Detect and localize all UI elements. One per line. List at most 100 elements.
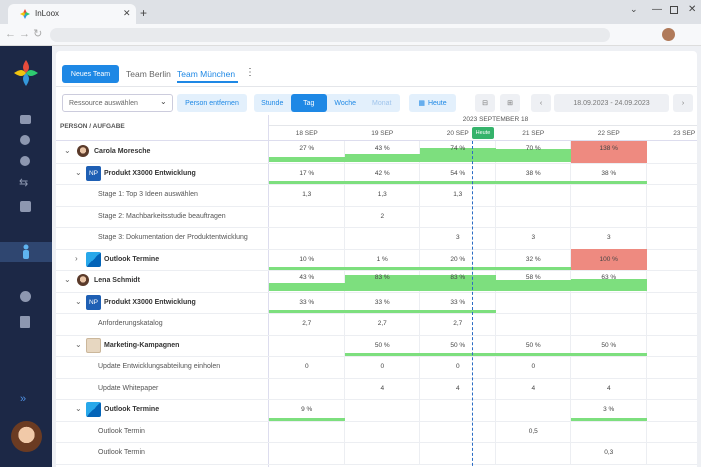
load-bar <box>571 181 647 184</box>
cell-value: 3 <box>531 234 536 241</box>
nav-time[interactable] <box>20 156 30 166</box>
date-range[interactable]: 18.09.2023 - 24.09.2023 <box>554 94 669 112</box>
expand-arrow[interactable]: ⌄ <box>64 275 71 284</box>
expand-button[interactable]: ⊞ <box>500 94 520 112</box>
cell-border <box>494 162 496 184</box>
next-week[interactable]: › <box>673 94 693 112</box>
expand-arrow[interactable]: ⌄ <box>75 167 82 177</box>
collapse-button[interactable]: ⊟ <box>475 94 495 112</box>
cell-border <box>570 420 571 442</box>
today-button[interactable]: ▦ Heute <box>409 94 456 112</box>
cell-border <box>343 313 345 335</box>
cell-border <box>645 162 647 184</box>
minimize[interactable]: — <box>652 4 662 15</box>
tab-underline <box>177 81 238 83</box>
collapsed-arrow[interactable]: › <box>75 253 78 263</box>
today-line <box>472 141 473 467</box>
cell-border <box>343 270 345 292</box>
load-bar <box>420 310 496 313</box>
new-team-button[interactable]: Neues Team <box>62 65 119 83</box>
cell-value: 3 <box>455 234 460 241</box>
prev-week[interactable]: ‹ <box>531 94 551 112</box>
cell-border <box>570 162 571 184</box>
outlook-icon <box>86 251 101 267</box>
expand-arrow[interactable]: ⌄ <box>75 404 82 413</box>
nav-documents[interactable] <box>20 316 30 328</box>
load-bar <box>344 353 420 356</box>
cell-border <box>570 184 571 206</box>
browser-tab[interactable] <box>8 4 136 24</box>
cell-border <box>343 377 345 399</box>
load-bar <box>344 275 420 292</box>
remove-person-button[interactable]: Person entfernen <box>177 94 247 112</box>
cell-value: 2,7 <box>377 320 387 327</box>
scale-option[interactable]: Stunde <box>261 99 284 107</box>
column-header: PERSON / AUFGABE <box>60 123 125 130</box>
user-avatar[interactable] <box>11 421 42 452</box>
cell-value: 1,3 <box>377 191 387 198</box>
cell-border <box>343 356 345 378</box>
cell-border <box>343 420 345 442</box>
maximize[interactable] <box>670 6 678 14</box>
expand-arrow[interactable]: ⌄ <box>75 339 82 349</box>
cell-border <box>343 184 345 206</box>
person-name: Carola Moresche <box>94 148 151 155</box>
cell-border <box>570 313 571 335</box>
expand-arrow[interactable]: ⌄ <box>75 296 82 306</box>
new-tab[interactable]: + <box>140 6 148 20</box>
cell-border <box>419 442 420 464</box>
cell-border <box>419 377 420 399</box>
nav-reports[interactable] <box>20 291 31 302</box>
cell-border <box>570 377 571 399</box>
overload-cell <box>571 141 647 163</box>
scale-option-active[interactable]: Tag <box>290 94 327 112</box>
row-line <box>56 291 697 293</box>
project-name: Outlook Termine <box>104 406 160 413</box>
close[interactable]: ✕ <box>688 4 697 15</box>
project-name: Marketing-Kampagnen <box>104 341 180 349</box>
cell-border <box>419 399 420 421</box>
row-line <box>56 420 697 422</box>
nav-sync[interactable]: ⇆ <box>19 177 29 189</box>
cell-border <box>419 334 420 356</box>
cell-border <box>570 291 571 313</box>
url-field[interactable] <box>50 28 610 42</box>
resource-select[interactable]: Ressource auswählen <box>62 94 173 112</box>
cell-value: 50 % <box>525 341 541 349</box>
day-label: 18 SEP <box>295 130 318 137</box>
cell-value: 43 % <box>374 145 390 152</box>
cell-value: 3 <box>606 234 611 241</box>
team-tab[interactable]: Team Berlin <box>126 69 171 79</box>
cell-border <box>494 227 496 249</box>
scale-option[interactable]: Woche <box>334 99 357 107</box>
nav-buttons[interactable]: ← → ↻ <box>5 28 43 40</box>
cell-border <box>570 334 571 356</box>
team-tab-active[interactable]: Team München <box>177 69 236 79</box>
more-menu[interactable]: ⋮ <box>245 67 255 78</box>
cell-value: 42 % <box>374 169 390 177</box>
profile-avatar[interactable] <box>662 28 675 41</box>
cell-border <box>645 184 647 206</box>
task-name: Outlook Termin <box>98 449 145 456</box>
scale-option[interactable]: Monat <box>372 99 392 107</box>
chevron[interactable]: ⌄ <box>630 4 638 14</box>
task-name: Anforderungskatalog <box>98 320 163 327</box>
nav-tasks[interactable] <box>20 135 30 145</box>
cell-border <box>419 184 420 206</box>
cell-border <box>494 377 496 399</box>
outlook-icon <box>86 402 101 417</box>
cell-value: 38 % <box>525 169 541 177</box>
tab-close[interactable]: ✕ <box>123 8 131 18</box>
cell-border <box>343 162 345 184</box>
cell-value: 63 % <box>601 274 617 281</box>
nav-projects[interactable] <box>20 115 31 124</box>
expand-arrow[interactable]: ⌄ <box>64 146 71 155</box>
nav-contacts[interactable] <box>20 201 31 212</box>
cell-value: 33 % <box>374 298 390 306</box>
load-bar <box>495 148 571 163</box>
row-line <box>56 442 697 443</box>
nav-resources[interactable] <box>21 244 31 260</box>
person-name: Lena Schmidt <box>94 277 140 284</box>
nav-expand[interactable]: » <box>20 393 27 405</box>
